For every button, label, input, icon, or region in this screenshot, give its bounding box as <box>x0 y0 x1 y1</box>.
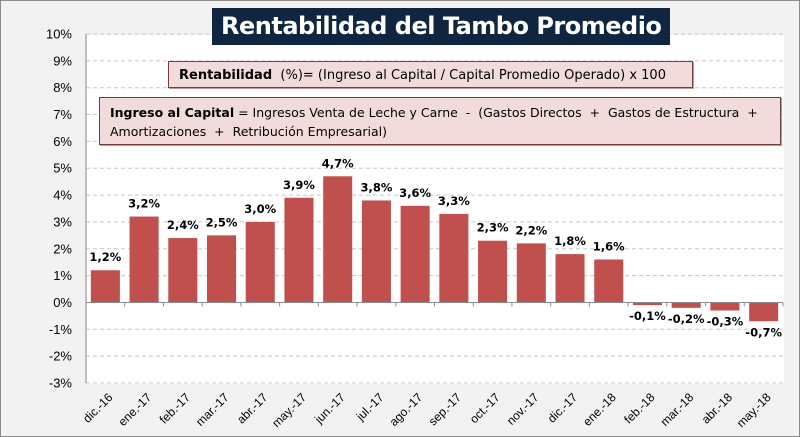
y-axis-ticks: 10% 9% 8% 7% 6% 5% 4% 3% 2% 1% 0% -1% -2% -3% <box>46 27 72 391</box>
y-tick-label: 7% <box>53 107 72 122</box>
x-tick-label: feb.-17 <box>157 390 194 427</box>
data-label: 1,6% <box>593 240 625 254</box>
bar <box>207 235 237 303</box>
axes <box>85 34 784 383</box>
data-label: 2,2% <box>515 223 547 237</box>
data-label: -0,2% <box>668 312 705 326</box>
x-tick-label: nov.-17 <box>504 390 542 428</box>
x-axis-ticks: dic.-16 ene.-17 feb.-17 mar.-17 abr.-17may.-… <box>80 390 774 430</box>
bar <box>632 302 662 306</box>
data-label: 3,2% <box>128 197 160 211</box>
data-label: 3,8% <box>360 180 392 194</box>
x-tick-label: ago.-17 <box>387 390 426 429</box>
y-tick-label: 0% <box>53 295 72 310</box>
x-tick-label: ene.-18 <box>580 390 619 429</box>
formula-box: Rentabilidad (%)= (Ingreso al Capital / … <box>168 61 693 88</box>
x-tick-label: jun.-17 <box>311 390 348 427</box>
x-tick-label: jul.-17 <box>353 390 387 424</box>
data-label: 2,5% <box>206 215 238 229</box>
bar <box>361 200 391 303</box>
data-label: 1,2% <box>89 250 121 264</box>
data-label: 3,6% <box>399 186 431 200</box>
x-tick-label: mar.-18 <box>658 390 697 429</box>
formula-text: (%)= (Ingreso al Capital / Capital Prome… <box>272 68 666 83</box>
bar <box>710 302 740 311</box>
definition-line-2: Amortizaciones + Retribución Empresarial… <box>110 124 388 139</box>
data-label: 2,4% <box>167 218 199 232</box>
bar <box>555 254 585 303</box>
y-tick-label: 8% <box>53 80 72 95</box>
y-tick-label: 1% <box>53 268 72 283</box>
x-tick-label: ene.-17 <box>116 390 155 429</box>
x-tick-label: abr.-18 <box>699 390 736 427</box>
data-label: -0,1% <box>629 309 666 323</box>
x-tick-label: dic.-16 <box>80 390 116 426</box>
y-tick-label: 2% <box>53 241 72 256</box>
bar <box>594 259 624 303</box>
x-tick-label: dic.-17 <box>545 390 581 426</box>
y-tick-label: -2% <box>49 349 73 364</box>
data-label: 2,3% <box>477 221 509 235</box>
bars <box>90 176 779 322</box>
y-tick-label: 4% <box>53 188 72 203</box>
plot-area <box>87 35 784 384</box>
bar <box>516 243 546 303</box>
formula-label: Rentabilidad <box>179 68 273 83</box>
definition-label: Ingreso al Capital <box>110 105 235 120</box>
x-tick-label: sep.-17 <box>426 390 464 428</box>
y-tick-label: 3% <box>53 214 72 229</box>
x-tick-label: oct.-17 <box>467 390 503 426</box>
y-tick-label: -3% <box>49 376 73 391</box>
bar <box>749 302 779 322</box>
bar <box>439 213 469 303</box>
data-label: 4,7% <box>322 156 354 170</box>
bar <box>323 176 353 303</box>
y-tick-label: 9% <box>53 53 72 68</box>
x-tick-label: mar.-17 <box>193 390 232 429</box>
bar <box>478 240 508 303</box>
y-tick-label: 6% <box>53 134 72 149</box>
data-label: -0,3% <box>707 315 744 329</box>
x-tick-label: may.-18 <box>734 390 774 430</box>
bar <box>129 216 159 303</box>
chart-title: Rentabilidad del Tambo Promedio <box>212 8 671 45</box>
bar <box>284 197 314 303</box>
data-label: -0,7% <box>745 325 782 339</box>
bar <box>671 302 701 308</box>
x-tick-label: feb.-18 <box>621 390 658 427</box>
bar <box>245 221 275 303</box>
y-tick-label: 5% <box>53 161 72 176</box>
x-tick-label: may.-17 <box>269 390 309 430</box>
definition-box: Ingreso al Capital = Ingresos Venta de L… <box>99 97 781 145</box>
bar <box>90 270 120 303</box>
bar <box>400 205 430 303</box>
data-label: 3,9% <box>283 178 315 192</box>
x-tick-label: abr.-17 <box>234 390 271 427</box>
y-tick-label: 10% <box>46 27 72 42</box>
data-label: 1,8% <box>554 234 586 248</box>
data-label: 3,0% <box>244 202 276 216</box>
data-labels: 1,2% 3,2% 2,4% 2,5% 3,0% 3,9% 4,7% 3,8% 3,6% 3,3%… <box>89 156 782 339</box>
y-tick-label: -1% <box>49 322 73 337</box>
definition-line-1: = Ingresos Venta de Leche y Carne - (Gas… <box>234 105 758 120</box>
data-label: 3,3% <box>438 194 470 208</box>
bar <box>168 238 198 303</box>
